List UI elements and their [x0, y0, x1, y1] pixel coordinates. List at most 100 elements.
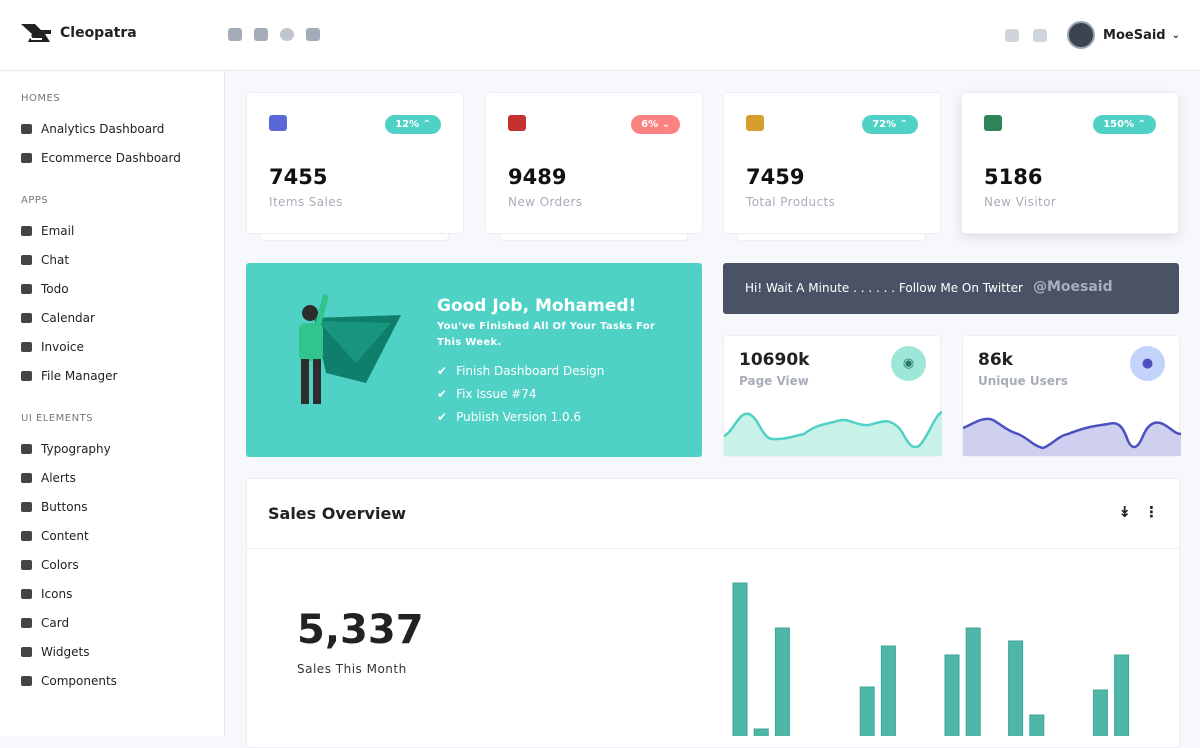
sidebar-item[interactable]: Icons: [21, 587, 72, 601]
sidebar-item-label: Icons: [41, 587, 73, 601]
sidebar-item-icon: [21, 676, 32, 686]
check-icon: ✔: [437, 387, 448, 401]
sidebar-item-label: Chat: [41, 253, 70, 267]
sidebar-item-icon: [21, 589, 32, 599]
sidebar-item-icon: [21, 647, 32, 657]
sidebar-section-title: APPS: [21, 195, 49, 206]
sidebar-item-label: Analytics Dashboard: [41, 122, 165, 136]
congrats-card: Good Job, Mohamed! You've Finished All O…: [246, 263, 702, 457]
sidebar-section-title: HOMES: [21, 93, 61, 104]
sidebar-item-icon: [21, 371, 32, 381]
task-item: ✔ Finish Dashboard Design: [437, 364, 604, 387]
sidebar-item[interactable]: Chat: [21, 253, 69, 267]
sidebar-item[interactable]: Content: [21, 529, 89, 543]
messages-icon[interactable]: [1005, 28, 1020, 42]
check-icon[interactable]: [280, 28, 294, 41]
user-name[interactable]: MoeSaid: [1103, 27, 1166, 43]
sidebar-item[interactable]: Alerts: [21, 471, 76, 485]
sidebar-item-label: Invoice: [41, 340, 84, 354]
sidebar-item-icon: [21, 342, 32, 352]
eye-icon: ◉: [891, 346, 926, 381]
sitemap-icon: [746, 115, 764, 131]
trend-badge: 150% ⌃: [1093, 115, 1156, 134]
page-view-sparkline: [724, 410, 942, 456]
sidebar: HOMES Analytics Dashboard Ecommerce Dashbo…: [0, 71, 225, 736]
stat-card: 12% ⌃ 7455 Items Sales: [246, 92, 464, 234]
sidebar-item[interactable]: Components: [21, 674, 117, 688]
sidebar-item-icon: [21, 531, 32, 541]
brand-logo[interactable]: Cleopatra: [20, 22, 137, 44]
stat-label: Total Products: [746, 195, 836, 209]
unique-users-value: 86k: [978, 350, 1013, 370]
sales-title: Sales Overview: [268, 504, 407, 523]
sidebar-item-label: Widgets: [41, 645, 90, 659]
users-icon: ●: [1130, 346, 1165, 381]
collapse-icon[interactable]: ↡: [1118, 503, 1131, 521]
more-options-icon[interactable]: ⋮: [1144, 503, 1159, 521]
sidebar-item[interactable]: Todo: [21, 282, 69, 296]
sales-label: Sales This Month: [297, 662, 407, 676]
trend-badge: 12% ⌃: [385, 115, 441, 134]
calendar-icon[interactable]: [306, 28, 320, 41]
cart-icon: [269, 115, 287, 131]
unique-users-sparkline: [963, 417, 1181, 456]
top-header: Cleopatra MoeSaid ⌄: [0, 0, 1200, 71]
twitter-handle-link[interactable]: @Moesaid: [1032, 279, 1113, 295]
sidebar-item-icon: [21, 560, 32, 570]
sidebar-item[interactable]: Buttons: [21, 500, 87, 514]
chat-icon[interactable]: [254, 28, 268, 41]
sidebar-item[interactable]: Ecommerce Dashboard: [21, 151, 181, 165]
sidebar-item[interactable]: File Manager: [21, 369, 118, 383]
sidebar-item[interactable]: Invoice: [21, 340, 84, 354]
notifications-icon[interactable]: [1033, 28, 1048, 42]
stat-card: 72% ⌃ 7459 Total Products: [723, 92, 941, 234]
email-icon[interactable]: [228, 28, 242, 41]
sidebar-item-label: Content: [41, 529, 89, 543]
brand-name: Cleopatra: [60, 25, 137, 41]
sidebar-section-title: UI ELEMENTS: [21, 413, 94, 424]
sidebar-item-label: Components: [41, 674, 117, 688]
store-icon: [508, 115, 526, 131]
stat-value: 5186: [984, 165, 1043, 189]
sales-value: 5,337: [297, 607, 424, 653]
sidebar-item-icon: [21, 313, 32, 323]
sidebar-item-icon: [21, 618, 32, 628]
sidebar-item[interactable]: Email: [21, 224, 74, 238]
sphinx-logo-icon: [21, 24, 51, 42]
sales-overview-card: Sales Overview ↡ ⋮ 5,337 Sales This Mont…: [246, 478, 1180, 748]
sidebar-item-icon: [21, 473, 32, 483]
sidebar-item-label: Typography: [41, 442, 111, 456]
stat-value: 7455: [269, 165, 328, 189]
sidebar-item[interactable]: Calendar: [21, 311, 95, 325]
page-view-label: Page View: [739, 374, 809, 388]
sidebar-item[interactable]: Widgets: [21, 645, 90, 659]
sidebar-item-icon: [21, 255, 32, 265]
sidebar-item[interactable]: Card: [21, 616, 69, 630]
sidebar-item-label: Email: [41, 224, 75, 238]
chevron-down-icon[interactable]: ⌄: [1171, 29, 1180, 41]
sidebar-item-icon: [21, 153, 32, 163]
banner-text: Hi! Wait A Minute . . . . . . Follow Me …: [745, 281, 1023, 295]
check-icon: ✔: [437, 364, 448, 378]
superhero-illustration: [299, 294, 401, 404]
avatar[interactable]: [1067, 21, 1096, 49]
sidebar-item[interactable]: Colors: [21, 558, 79, 572]
sidebar-item[interactable]: Typography: [21, 442, 111, 456]
sidebar-item-icon: [21, 124, 32, 134]
stat-value: 7459: [746, 165, 805, 189]
sidebar-item-label: File Manager: [41, 369, 118, 383]
users-icon: [984, 115, 1002, 131]
sidebar-item-label: Todo: [41, 282, 69, 296]
sidebar-item-icon: [21, 502, 32, 512]
sidebar-item-label: Card: [41, 616, 70, 630]
sidebar-item[interactable]: Analytics Dashboard: [21, 122, 164, 136]
stat-label: New Visitor: [984, 195, 1057, 209]
task-item: ✔ Publish Version 1.0.6: [437, 410, 604, 433]
task-item: ✔ Fix Issue #74: [437, 387, 604, 410]
sidebar-item-label: Ecommerce Dashboard: [41, 151, 181, 165]
trend-badge: 72% ⌃: [862, 115, 918, 134]
sidebar-item-label: Colors: [41, 558, 79, 572]
sidebar-item-label: Calendar: [41, 311, 95, 325]
hero-subtitle: You've Finished All Of Your Tasks For Th…: [437, 321, 656, 348]
page-view-value: 10690k: [739, 350, 810, 370]
